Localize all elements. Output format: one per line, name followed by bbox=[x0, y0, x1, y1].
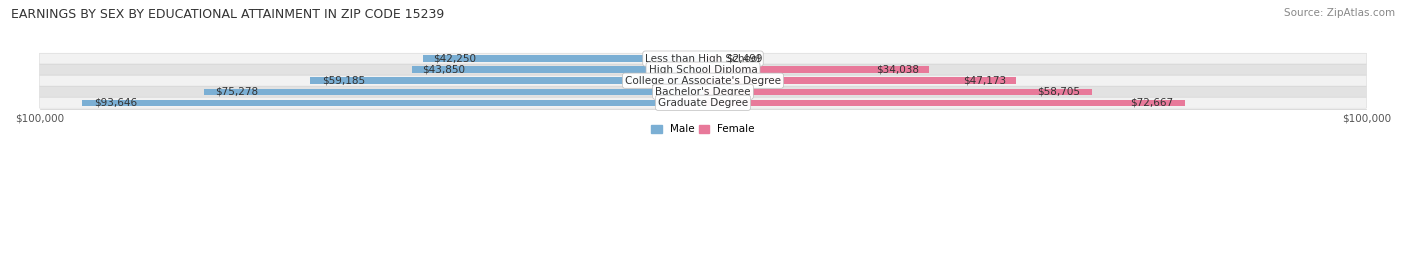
Text: $93,646: $93,646 bbox=[94, 98, 136, 108]
Text: High School Diploma: High School Diploma bbox=[648, 65, 758, 75]
Bar bbox=[703, 77, 1017, 84]
Bar bbox=[703, 88, 1092, 95]
Bar bbox=[423, 55, 703, 62]
Legend: Male, Female: Male, Female bbox=[647, 120, 759, 139]
Bar bbox=[311, 77, 703, 84]
Text: $72,667: $72,667 bbox=[1130, 98, 1173, 108]
Text: College or Associate's Degree: College or Associate's Degree bbox=[626, 76, 780, 86]
Text: EARNINGS BY SEX BY EDUCATIONAL ATTAINMENT IN ZIP CODE 15239: EARNINGS BY SEX BY EDUCATIONAL ATTAINMEN… bbox=[11, 8, 444, 21]
Text: $2,499: $2,499 bbox=[727, 54, 762, 64]
FancyBboxPatch shape bbox=[39, 64, 1367, 75]
Text: $58,705: $58,705 bbox=[1038, 87, 1081, 97]
FancyBboxPatch shape bbox=[39, 97, 1367, 108]
Bar bbox=[204, 88, 703, 95]
FancyBboxPatch shape bbox=[39, 86, 1367, 97]
Bar bbox=[412, 66, 703, 73]
Text: Less than High School: Less than High School bbox=[645, 54, 761, 64]
Text: $42,250: $42,250 bbox=[433, 54, 475, 64]
Text: $34,038: $34,038 bbox=[876, 65, 920, 75]
Bar bbox=[703, 55, 720, 62]
Text: Bachelor's Degree: Bachelor's Degree bbox=[655, 87, 751, 97]
Text: $75,278: $75,278 bbox=[215, 87, 259, 97]
Text: $59,185: $59,185 bbox=[322, 76, 366, 86]
Text: $43,850: $43,850 bbox=[422, 65, 465, 75]
Text: Source: ZipAtlas.com: Source: ZipAtlas.com bbox=[1284, 8, 1395, 18]
FancyBboxPatch shape bbox=[39, 75, 1367, 86]
Bar bbox=[703, 99, 1185, 106]
Text: $47,173: $47,173 bbox=[963, 76, 1007, 86]
Bar bbox=[703, 66, 929, 73]
Text: Graduate Degree: Graduate Degree bbox=[658, 98, 748, 108]
FancyBboxPatch shape bbox=[39, 53, 1367, 64]
Bar bbox=[82, 99, 703, 106]
